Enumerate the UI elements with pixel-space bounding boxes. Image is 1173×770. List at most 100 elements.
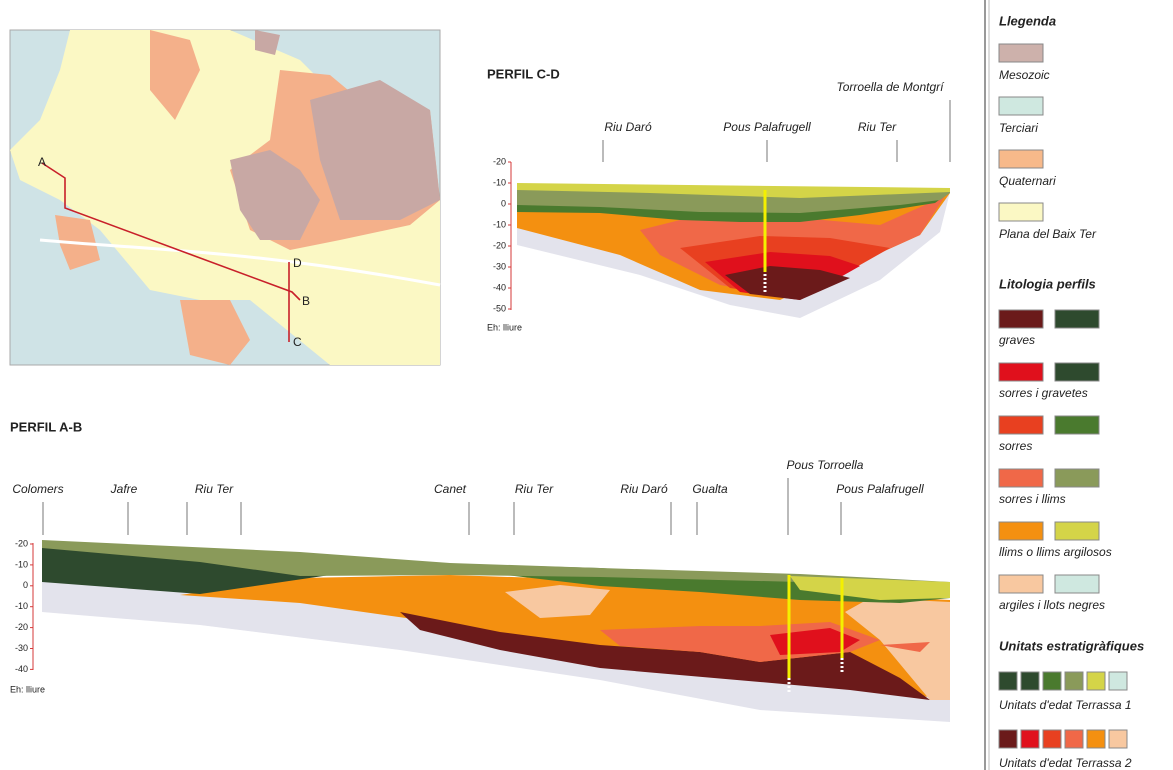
legend-swatch xyxy=(1064,671,1084,691)
profile-label: Pous Torroella xyxy=(787,458,864,472)
depth-tick-label: -30 xyxy=(15,643,28,653)
legend-swatch xyxy=(1054,415,1100,435)
legend-label: graves xyxy=(999,333,1035,347)
depth-tick-label: -20 xyxy=(15,622,28,632)
layer-sand-gravel xyxy=(770,628,860,655)
profile-label: Riu Daró xyxy=(604,120,652,134)
legend-label: sorres i gravetes xyxy=(999,386,1088,400)
legend-swatch xyxy=(1064,729,1084,749)
legend-title: Litologia perfils xyxy=(999,276,1096,291)
layer-top xyxy=(790,576,950,600)
map-mesozoic xyxy=(255,30,280,55)
legend-swatch xyxy=(998,521,1044,541)
legend-swatch xyxy=(1054,468,1100,488)
legend-label: Mesozoic xyxy=(999,68,1050,82)
legend-swatch xyxy=(1042,729,1062,749)
legend-swatch xyxy=(1020,729,1040,749)
depth-tick-label: -10 xyxy=(493,219,506,229)
legend-swatch xyxy=(998,362,1044,382)
profile-label: Pous Palafrugell xyxy=(836,482,924,496)
legend-label: Unitats d'edat Terrassa 2 xyxy=(999,756,1132,770)
depth-axis-ticks: -20 -10 0 -10 -20 -30 -40 -50 xyxy=(493,156,511,313)
profile-label: Riu Ter xyxy=(858,120,897,134)
profile-title: PERFIL A-B xyxy=(10,419,82,434)
legend-swatch xyxy=(998,43,1044,63)
depth-tick-label: -40 xyxy=(493,282,506,292)
layer-base xyxy=(42,580,950,722)
scale-note: Eh: lliure xyxy=(487,322,522,332)
map-point: B xyxy=(302,294,310,308)
profile-label: Riu Daró xyxy=(620,482,668,496)
profile-cd: PERFIL C-D Riu Daró Pous Palafrugell Riu… xyxy=(487,66,951,332)
profile-label: Gualta xyxy=(692,482,728,496)
legend-swatch xyxy=(998,468,1044,488)
label-lines xyxy=(42,478,842,535)
legend-swatch xyxy=(1086,729,1106,749)
profile-label: Jafre xyxy=(110,482,138,496)
map-quaternary xyxy=(180,300,250,365)
legend-label: llims o llims argilosos xyxy=(999,545,1112,559)
layer-clay xyxy=(505,585,610,618)
profile-label: Colomers xyxy=(12,482,63,496)
legend-swatch xyxy=(1042,671,1062,691)
map-mesozoic xyxy=(230,150,320,240)
layer-gravel xyxy=(725,266,850,300)
depth-tick-label: 0 xyxy=(23,580,28,590)
depth-tick-label: -20 xyxy=(15,538,28,548)
legend-swatch xyxy=(1054,574,1100,594)
profile-ab: PERFIL A-B Colomers Jafre Riu Ter Canet … xyxy=(10,419,950,722)
layer-top xyxy=(517,183,950,198)
legend-title: Llegenda xyxy=(999,13,1056,28)
legend-swatch xyxy=(1086,671,1106,691)
map-mesozoic xyxy=(310,80,440,220)
legend-swatch xyxy=(1054,309,1100,329)
legend-label: argiles i llots negres xyxy=(999,598,1105,612)
depth-tick-label: -10 xyxy=(15,559,28,569)
legend-swatch xyxy=(1108,671,1128,691)
legend-swatch xyxy=(1054,521,1100,541)
depth-tick-label: -10 xyxy=(15,601,28,611)
depth-tick-label: -20 xyxy=(493,156,506,166)
legend-label: sorres i llims xyxy=(999,492,1066,506)
legend-swatch xyxy=(998,309,1044,329)
legend-label: Unitats d'edat Terrassa 1 xyxy=(999,698,1132,712)
legend-label: sorres xyxy=(999,439,1032,453)
legend-label: Quaternari xyxy=(999,174,1056,188)
profile-label: Pous Palafrugell xyxy=(723,120,811,134)
profile-label: Torroella de Montgrí xyxy=(837,80,946,94)
legend-swatch xyxy=(1054,362,1100,382)
depth-axis-ticks: -20 -10 0 -10 -20 -30 -40 xyxy=(15,538,33,674)
depth-tick-label: -30 xyxy=(493,261,506,271)
route-a-b xyxy=(41,162,301,301)
map-point: A xyxy=(38,155,46,169)
legend-swatch xyxy=(998,415,1044,435)
profile-label: Canet xyxy=(434,482,467,496)
profile-title: PERFIL C-D xyxy=(487,66,560,81)
layer-olive xyxy=(42,540,950,590)
map-point: C xyxy=(293,335,302,349)
legend: Llegenda Litologia perfils Unitats estra… xyxy=(984,0,1144,770)
depth-tick-label: -40 xyxy=(15,664,28,674)
legend-swatch xyxy=(998,671,1018,691)
legend-swatch xyxy=(1020,671,1040,691)
layer-gravel xyxy=(400,612,930,700)
map: A B C D xyxy=(9,29,441,366)
legend-swatch xyxy=(998,574,1044,594)
scale-note: Eh: lliure xyxy=(10,684,45,694)
map-point: D xyxy=(293,256,302,270)
layer-clay xyxy=(845,598,950,700)
legend-swatch xyxy=(1108,729,1128,749)
depth-tick-label: -50 xyxy=(493,303,506,313)
profile-label: Riu Ter xyxy=(515,482,554,496)
legend-swatch xyxy=(998,149,1044,169)
depth-tick-label: 0 xyxy=(501,198,506,208)
map-quaternary xyxy=(150,30,200,120)
legend-swatch xyxy=(998,202,1044,222)
legend-swatch xyxy=(998,96,1044,116)
profile-label: Riu Ter xyxy=(195,482,234,496)
depth-tick-label: -20 xyxy=(493,240,506,250)
map-river xyxy=(39,238,441,287)
legend-swatch xyxy=(998,729,1018,749)
depth-tick-label: -10 xyxy=(493,177,506,187)
